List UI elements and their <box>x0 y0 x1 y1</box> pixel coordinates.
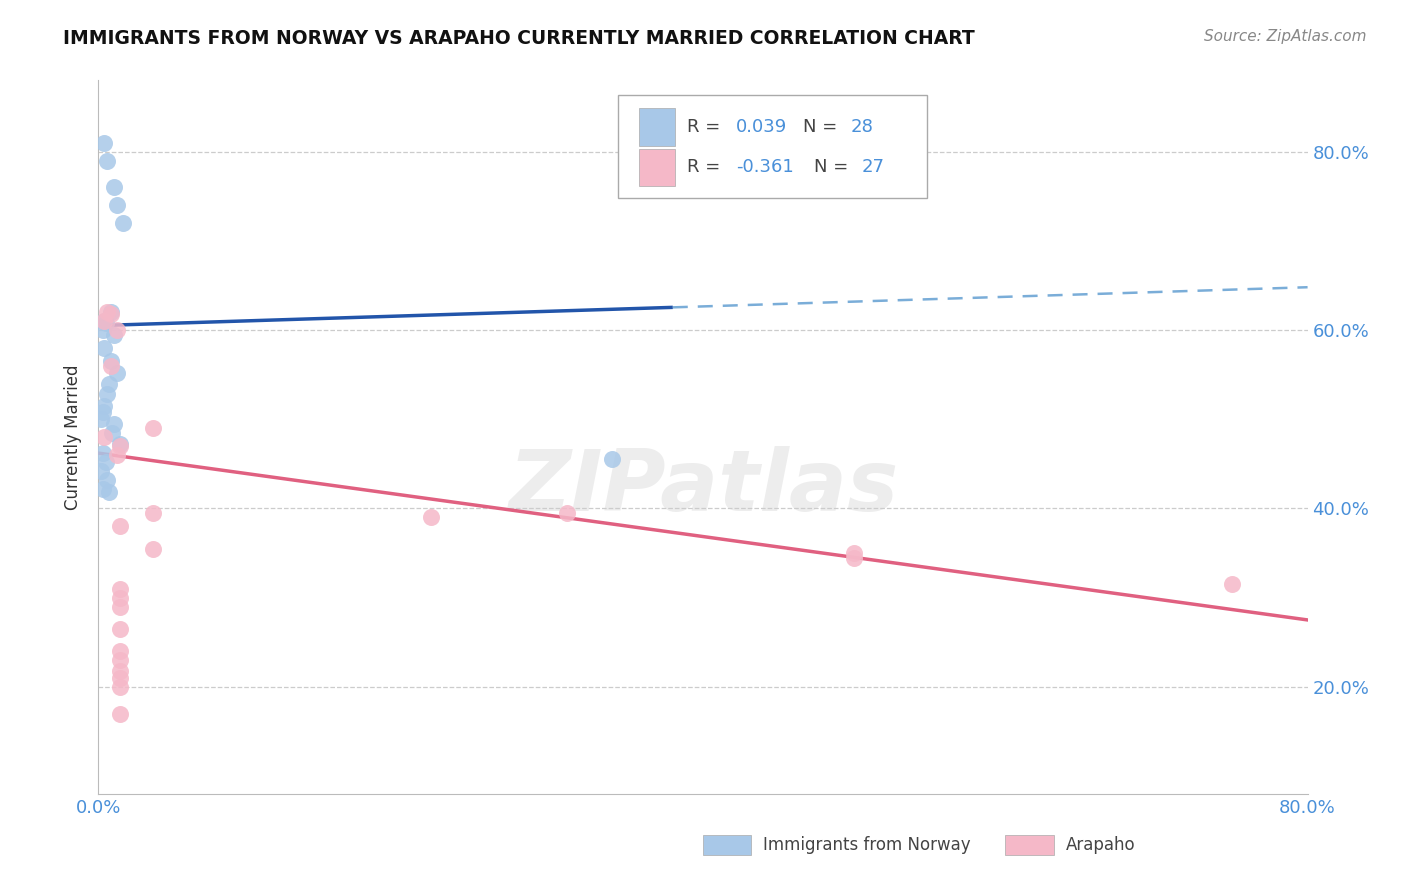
Point <box>93 430 115 444</box>
Text: R =: R = <box>688 118 727 136</box>
Text: 0.039: 0.039 <box>735 118 787 136</box>
Point <box>90 464 112 478</box>
Text: Source: ZipAtlas.com: Source: ZipAtlas.com <box>1204 29 1367 44</box>
Text: Immigrants from Norway: Immigrants from Norway <box>763 837 972 855</box>
Point <box>108 591 131 605</box>
Point <box>100 359 122 373</box>
Point <box>93 314 115 328</box>
Point <box>103 180 125 194</box>
Point <box>108 653 131 667</box>
Point <box>602 452 624 467</box>
Point <box>100 307 122 321</box>
Point <box>108 680 131 694</box>
Text: -0.361: -0.361 <box>735 159 793 177</box>
Point <box>108 622 131 636</box>
Point <box>105 323 128 337</box>
Point <box>108 437 131 451</box>
Point <box>108 671 131 685</box>
Bar <box>638 149 675 186</box>
Point <box>108 664 131 678</box>
Point <box>96 305 118 319</box>
Point <box>105 366 128 380</box>
Text: N =: N = <box>803 118 844 136</box>
Point <box>555 506 578 520</box>
Point <box>103 327 125 342</box>
Point <box>96 153 118 168</box>
Point <box>108 644 131 658</box>
Bar <box>1005 835 1053 855</box>
Point <box>94 455 117 469</box>
Point <box>93 341 115 355</box>
Bar <box>703 835 751 855</box>
Point <box>142 506 165 520</box>
Point <box>844 546 866 560</box>
Y-axis label: Currently Married: Currently Married <box>65 364 83 510</box>
Point <box>91 405 114 419</box>
Text: R =: R = <box>688 159 727 177</box>
Point <box>91 482 114 496</box>
Point <box>844 550 866 565</box>
Text: Arapaho: Arapaho <box>1066 837 1136 855</box>
Point <box>96 387 118 401</box>
Point <box>96 473 118 487</box>
Point <box>108 439 131 453</box>
Point <box>103 417 125 431</box>
Point <box>108 599 131 614</box>
Point <box>420 510 443 524</box>
Point <box>100 305 122 319</box>
Text: ZIPatlas: ZIPatlas <box>508 445 898 529</box>
FancyBboxPatch shape <box>619 95 927 198</box>
Point <box>108 706 131 721</box>
Point <box>93 399 115 413</box>
Point <box>91 446 114 460</box>
Point <box>93 314 115 328</box>
Point <box>100 354 122 368</box>
Text: 28: 28 <box>851 118 873 136</box>
Point <box>90 412 112 426</box>
Point <box>101 425 124 440</box>
Point <box>1220 577 1243 591</box>
Point <box>111 216 134 230</box>
Bar <box>638 109 675 145</box>
Text: 27: 27 <box>862 159 884 177</box>
Point <box>105 198 128 212</box>
Point <box>98 376 121 391</box>
Text: IMMIGRANTS FROM NORWAY VS ARAPAHO CURRENTLY MARRIED CORRELATION CHART: IMMIGRANTS FROM NORWAY VS ARAPAHO CURREN… <box>63 29 974 47</box>
Point <box>93 136 115 150</box>
Point <box>91 323 114 337</box>
Point <box>142 541 165 556</box>
Point <box>94 316 117 330</box>
Point <box>108 519 131 533</box>
Point <box>108 582 131 596</box>
Text: N =: N = <box>814 159 855 177</box>
Point <box>98 485 121 500</box>
Point <box>142 421 165 435</box>
Point <box>105 448 128 462</box>
